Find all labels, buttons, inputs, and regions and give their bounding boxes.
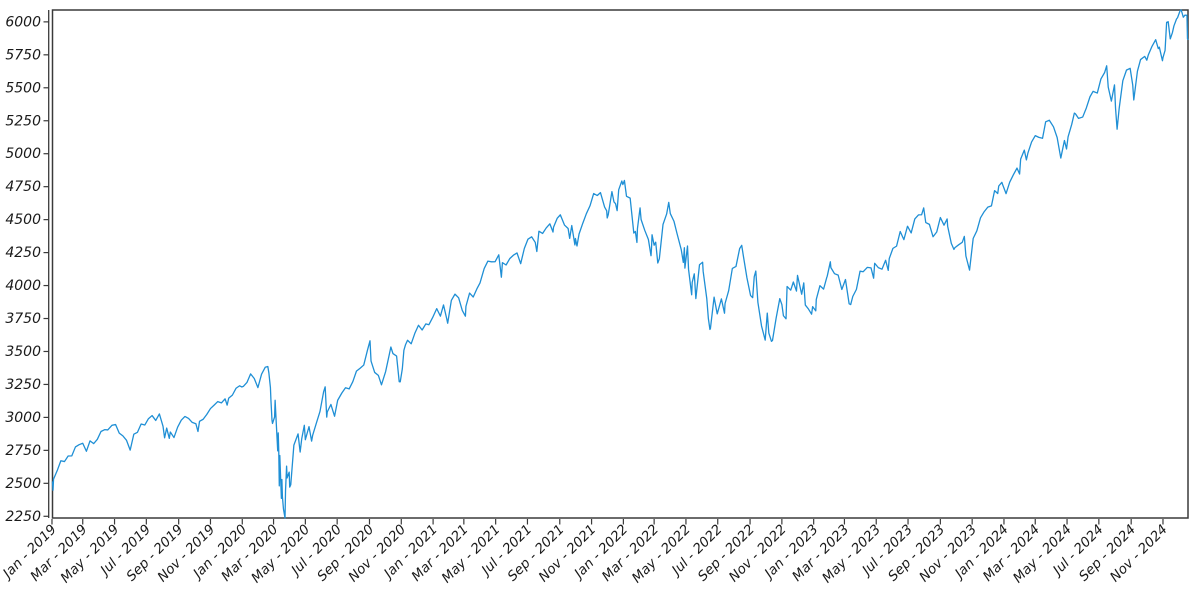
y-tick-label: 6000 [5,14,41,30]
y-tick-label: 2500 [5,476,41,492]
y-tick-label: 3750 [5,311,41,327]
y-tick-label: 4500 [5,212,41,228]
y-tick-label: 3000 [5,410,41,426]
y-tick-label: 5250 [5,113,41,129]
y-tick-label: 2250 [5,509,41,525]
y-tick-label: 2750 [5,443,41,459]
y-tick-label: 5500 [5,80,41,96]
y-tick-label: 4750 [5,179,41,195]
price-line [51,9,1189,519]
y-tick-label: 4250 [5,245,41,261]
plot-frame [51,9,1189,519]
y-tick-label: 3250 [5,377,41,393]
y-tick-label: 3500 [5,344,41,360]
y-tick-label: 4000 [5,278,41,294]
y-tick-label: 5000 [5,146,41,162]
y-tick-label: 5750 [5,47,41,63]
